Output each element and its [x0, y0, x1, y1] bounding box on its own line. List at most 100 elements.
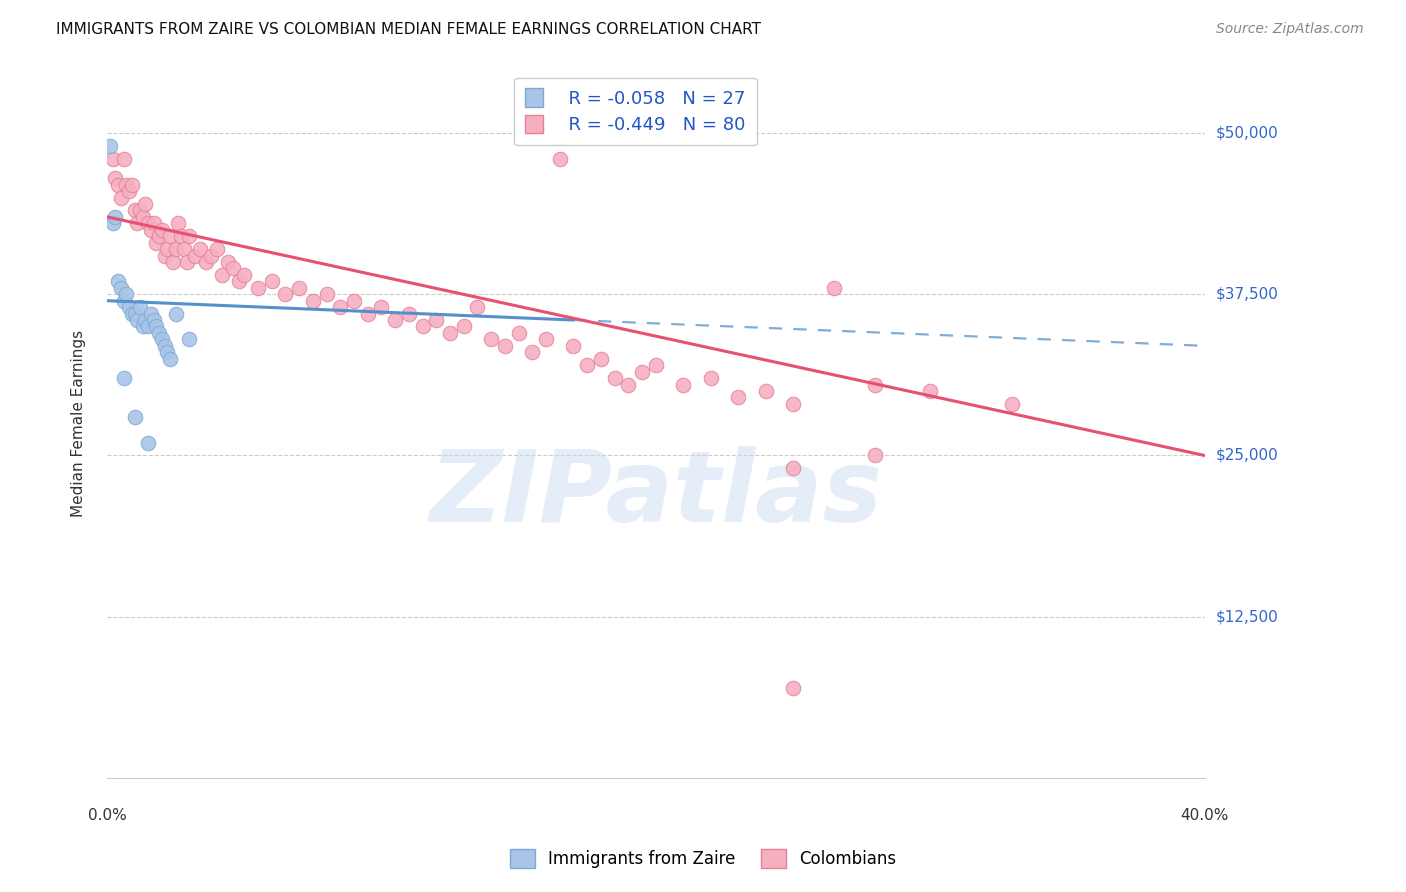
- Text: IMMIGRANTS FROM ZAIRE VS COLOMBIAN MEDIAN FEMALE EARNINGS CORRELATION CHART: IMMIGRANTS FROM ZAIRE VS COLOMBIAN MEDIA…: [56, 22, 761, 37]
- Point: [112, 371, 135, 385]
- Point: [153, 248, 176, 262]
- Point: [260, 274, 283, 288]
- Point: [145, 319, 167, 334]
- Point: [865, 449, 887, 463]
- Point: [631, 365, 654, 379]
- Point: [101, 152, 124, 166]
- Point: [139, 307, 162, 321]
- Point: [1001, 397, 1024, 411]
- Legend: Immigrants from Zaire, Colombians: Immigrants from Zaire, Colombians: [503, 843, 903, 875]
- Point: [508, 326, 530, 340]
- Point: [644, 358, 666, 372]
- Point: [148, 229, 170, 244]
- Point: [274, 287, 297, 301]
- Text: 0.0%: 0.0%: [87, 808, 127, 823]
- Point: [494, 339, 516, 353]
- Point: [439, 326, 461, 340]
- Point: [136, 216, 159, 230]
- Point: [115, 178, 138, 192]
- Point: [233, 268, 256, 282]
- Point: [782, 397, 804, 411]
- Point: [110, 190, 132, 204]
- Point: [134, 313, 156, 327]
- Point: [98, 139, 121, 153]
- Point: [190, 242, 212, 256]
- Point: [101, 216, 124, 230]
- Point: [522, 345, 544, 359]
- Point: [222, 261, 245, 276]
- Point: [920, 384, 942, 398]
- Point: [217, 255, 239, 269]
- Point: [548, 152, 571, 166]
- Point: [132, 210, 155, 224]
- Point: [156, 242, 179, 256]
- Point: [534, 332, 557, 346]
- Point: [228, 274, 250, 288]
- Point: [121, 178, 143, 192]
- Point: [246, 281, 269, 295]
- Point: [110, 281, 132, 295]
- Point: [823, 281, 845, 295]
- Point: [165, 242, 187, 256]
- Point: [302, 293, 325, 308]
- Point: [132, 319, 155, 334]
- Point: [118, 184, 141, 198]
- Point: [467, 300, 489, 314]
- Point: [121, 307, 143, 321]
- Point: [150, 223, 173, 237]
- Point: [112, 152, 135, 166]
- Legend:   R = -0.058   N = 27,   R = -0.449   N = 80: R = -0.058 N = 27, R = -0.449 N = 80: [515, 78, 756, 145]
- Point: [603, 371, 626, 385]
- Point: [782, 461, 804, 475]
- Point: [170, 229, 193, 244]
- Point: [479, 332, 502, 346]
- Text: 40.0%: 40.0%: [1181, 808, 1229, 823]
- Point: [124, 307, 146, 321]
- Text: $12,500: $12,500: [1216, 609, 1278, 624]
- Point: [112, 293, 135, 308]
- Point: [754, 384, 776, 398]
- Text: $25,000: $25,000: [1216, 448, 1278, 463]
- Text: ZIPatlas: ZIPatlas: [429, 446, 883, 542]
- Point: [176, 255, 198, 269]
- Point: [104, 210, 127, 224]
- Point: [329, 300, 352, 314]
- Point: [129, 203, 152, 218]
- Point: [727, 391, 749, 405]
- Point: [139, 223, 162, 237]
- Point: [562, 339, 585, 353]
- Point: [343, 293, 366, 308]
- Point: [672, 377, 695, 392]
- Point: [124, 203, 146, 218]
- Point: [107, 274, 129, 288]
- Point: [589, 351, 612, 366]
- Text: $50,000: $50,000: [1216, 126, 1278, 141]
- Point: [129, 300, 152, 314]
- Point: [124, 409, 146, 424]
- Point: [782, 681, 804, 695]
- Text: Source: ZipAtlas.com: Source: ZipAtlas.com: [1216, 22, 1364, 37]
- Point: [104, 171, 127, 186]
- Point: [184, 248, 207, 262]
- Point: [179, 229, 201, 244]
- Point: [211, 268, 233, 282]
- Point: [142, 313, 165, 327]
- Point: [200, 248, 222, 262]
- Point: [162, 255, 184, 269]
- Point: [107, 178, 129, 192]
- Point: [205, 242, 228, 256]
- Point: [115, 287, 138, 301]
- Point: [167, 216, 190, 230]
- Point: [127, 216, 149, 230]
- Point: [315, 287, 337, 301]
- Point: [699, 371, 721, 385]
- Text: $37,500: $37,500: [1216, 286, 1278, 301]
- Point: [173, 242, 195, 256]
- Point: [134, 197, 156, 211]
- Point: [398, 307, 420, 321]
- Point: [617, 377, 640, 392]
- Point: [194, 255, 217, 269]
- Y-axis label: Median Female Earnings: Median Female Earnings: [72, 330, 86, 516]
- Point: [153, 339, 176, 353]
- Point: [425, 313, 447, 327]
